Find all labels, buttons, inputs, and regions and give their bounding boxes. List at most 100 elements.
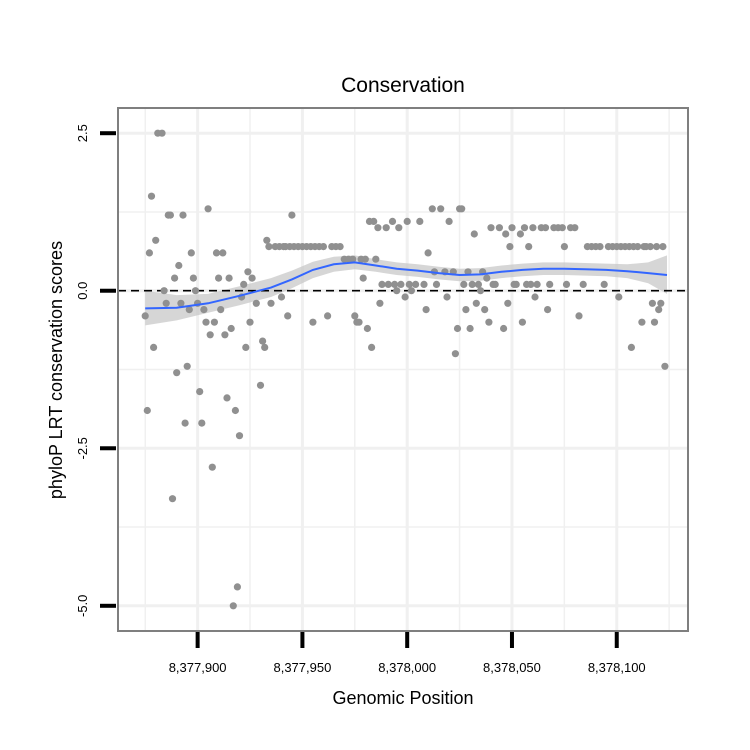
data-point [638,318,646,326]
data-point [579,280,587,288]
data-point [147,192,156,200]
data-point [277,293,286,301]
data-point [359,274,367,282]
smooth-trend-line [145,261,668,310]
data-point [483,274,491,282]
data-point [233,583,241,591]
x-tick-label: 8,378,000 [378,660,436,675]
data-point [248,274,256,282]
data-point [615,293,623,301]
data-point [600,280,608,288]
data-point [504,299,512,307]
data-point [453,324,462,333]
y-tick-label: 0.0 [75,282,90,300]
data-point [508,224,516,232]
x-tick-label: 8,377,900 [169,660,227,675]
data-point [200,306,208,314]
data-point [223,394,231,402]
data-point [443,293,451,301]
data-point [405,280,413,288]
data-point [187,249,195,257]
x-axis-label: Genomic Position [332,688,473,708]
data-point [466,324,474,333]
data-point [512,280,520,288]
data-point [529,224,537,232]
data-point [527,280,535,288]
data-point [476,287,485,295]
data-point [177,299,185,307]
data-point [558,224,566,232]
data-point [458,205,466,213]
x-tick-label: 8,378,050 [483,660,541,675]
data-point [531,293,539,301]
data-point [634,243,642,251]
data-point [206,331,214,339]
data-point [420,280,428,288]
data-point [391,280,399,288]
data-point [189,274,197,282]
data-point [183,362,191,370]
data-point [533,280,541,288]
data-point [265,243,273,251]
data-point [500,324,508,333]
data-points [141,129,669,610]
data-point [462,306,470,314]
data-point [150,343,158,351]
data-point [363,324,371,333]
data-point [653,243,661,251]
data-point [422,306,430,314]
x-tick-label: 8,378,100 [588,660,646,675]
data-point [284,312,292,320]
data-point [407,287,415,295]
data-point [518,318,527,326]
data-point [372,255,380,263]
data-point [227,324,235,333]
y-axis-label: phyloP LRT conservation scores [46,241,66,499]
data-point [650,318,659,326]
data-point [141,312,149,320]
data-point [395,224,403,232]
data-point [460,280,468,288]
data-point [143,406,151,415]
x-tick-label: 8,377,950 [273,660,331,675]
data-point [432,280,441,288]
data-point [198,419,206,427]
data-point [162,299,170,307]
data-point [544,306,552,314]
data-point [171,274,179,282]
y-tick-label: 2.5 [75,124,90,142]
data-point [261,343,269,351]
data-point [495,224,503,232]
data-point [196,388,204,396]
data-point [374,224,382,232]
data-point [231,406,239,415]
data-point [474,280,482,288]
data-point [175,261,183,270]
data-point [472,299,480,307]
data-point [376,299,384,307]
data-point [217,306,225,314]
data-point [158,129,166,137]
data-point [263,236,271,244]
data-point [181,419,189,427]
data-point [541,224,550,232]
data-point [185,306,193,314]
data-point [229,602,237,610]
data-point [242,343,250,351]
data-point [506,243,514,251]
data-point [646,243,654,251]
data-point [166,211,174,219]
data-point [468,280,476,288]
data-point [627,343,636,351]
data-point [491,280,499,288]
data-point [571,224,579,232]
data-point [319,243,327,251]
data-point [244,268,252,276]
data-point [657,299,665,307]
data-point [516,230,525,238]
y-tick-label: -5.0 [75,595,90,617]
data-point [487,224,495,232]
data-point [361,255,369,263]
data-point [520,224,529,232]
data-point [464,268,472,276]
